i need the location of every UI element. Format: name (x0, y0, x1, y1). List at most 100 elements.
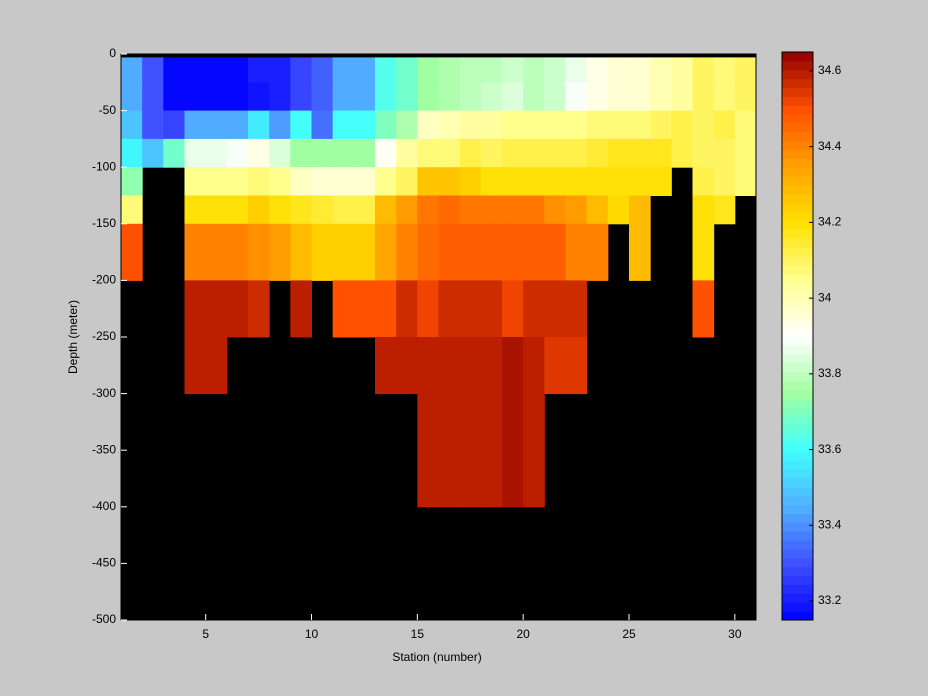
colorbar-step (782, 158, 813, 168)
cell (502, 280, 524, 338)
cell (480, 195, 503, 225)
colorbar-step (782, 167, 813, 177)
cell (375, 167, 397, 196)
cell (692, 167, 715, 196)
cell (692, 223, 715, 281)
y-tick-label: -100 (92, 159, 116, 173)
cell (417, 195, 439, 225)
cell (523, 167, 545, 196)
cell (184, 57, 207, 83)
cell (163, 57, 185, 83)
cell (332, 223, 355, 281)
cell (480, 110, 503, 140)
colorbar-step (782, 185, 813, 195)
colorbar-step (782, 149, 813, 159)
cell (650, 167, 672, 196)
colorbar-step (782, 513, 813, 523)
cell (523, 57, 545, 83)
cell (290, 110, 312, 140)
y-tick-label: 0 (109, 46, 116, 60)
cell (629, 110, 651, 140)
cell (629, 57, 651, 83)
colorbar-step (782, 327, 813, 337)
cell (396, 167, 418, 196)
colorbar-step (782, 611, 813, 621)
cell (142, 110, 164, 140)
cell (396, 223, 418, 281)
cell (459, 167, 482, 196)
colorbar-step (782, 60, 813, 71)
colorbar-step (782, 69, 813, 80)
cell (565, 337, 588, 395)
colorbar-step (782, 114, 813, 124)
colorbar-step (782, 469, 813, 479)
cell (417, 82, 439, 112)
colorbar-step (782, 566, 813, 577)
colorbar-step (782, 220, 813, 230)
cell (607, 110, 630, 140)
cell (629, 138, 651, 168)
colorbar-step (782, 176, 813, 186)
cell (375, 110, 397, 140)
cell (269, 82, 291, 112)
colorbar-step (782, 407, 813, 417)
cell (121, 138, 143, 168)
colorbar-step (782, 194, 813, 204)
cell (184, 337, 207, 395)
cell (734, 82, 757, 112)
cell (650, 110, 672, 140)
cell (353, 138, 376, 168)
cell (184, 167, 207, 196)
cell (248, 110, 270, 140)
cell (713, 82, 736, 112)
colorbar-step (782, 371, 813, 381)
cell (417, 57, 439, 83)
colorbar-step (782, 380, 813, 390)
cell (438, 82, 461, 112)
cell (523, 82, 545, 112)
cell (459, 82, 482, 112)
cell (205, 223, 228, 281)
cell (226, 82, 249, 112)
cell (438, 337, 461, 395)
colorbar-tick-label: 34.2 (818, 215, 842, 229)
cell (692, 57, 715, 83)
cell (480, 393, 503, 508)
colorbar-step (782, 123, 813, 133)
cell (248, 138, 270, 168)
cell (332, 167, 355, 196)
cell (459, 223, 482, 281)
cell (713, 138, 736, 168)
cell (544, 57, 566, 83)
cell (269, 223, 291, 281)
cell (502, 57, 524, 83)
cell (184, 82, 207, 112)
cell (248, 167, 270, 196)
cell (163, 82, 185, 112)
cell (205, 110, 228, 140)
colorbar-tick-label: 33.8 (818, 366, 842, 380)
cell (290, 57, 312, 83)
y-tick-label: -250 (92, 329, 116, 343)
cell (290, 82, 312, 112)
cell (142, 138, 164, 168)
cell (121, 82, 143, 112)
colorbar-step (782, 336, 813, 346)
cell (142, 57, 164, 83)
cell (586, 82, 609, 112)
cell (332, 280, 355, 338)
cell (692, 110, 715, 140)
cell (586, 195, 609, 225)
colorbar-step (782, 575, 813, 585)
cell (205, 195, 228, 225)
cell (671, 82, 693, 112)
cell (502, 138, 524, 168)
cell (375, 138, 397, 168)
colorbar-step (782, 362, 813, 372)
cell (480, 167, 503, 196)
cell (671, 110, 693, 140)
cell (586, 167, 609, 196)
cell (438, 195, 461, 225)
y-tick-label: -450 (92, 556, 116, 570)
cell (121, 167, 143, 196)
